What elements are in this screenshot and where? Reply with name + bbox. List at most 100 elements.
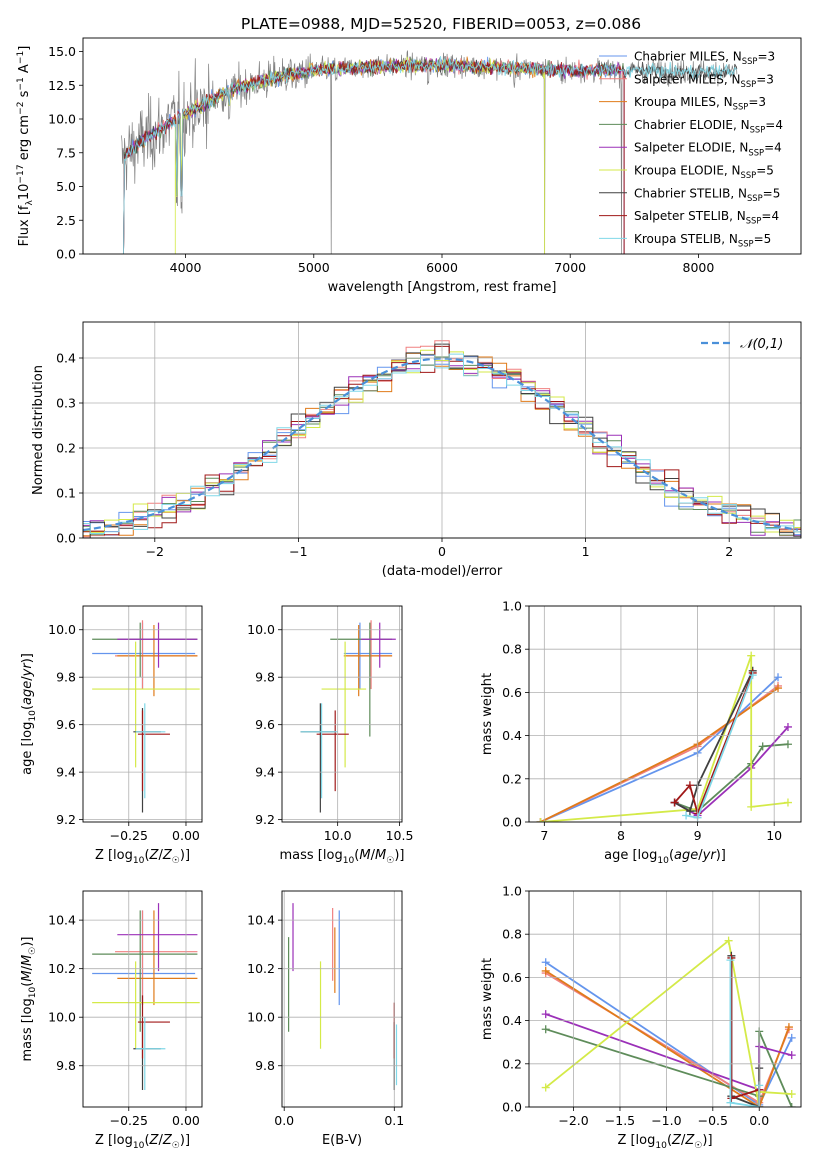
axes-frame xyxy=(281,605,403,823)
x-tick-label: −0.5 xyxy=(698,1113,728,1128)
weight-marker-chabrier-miles xyxy=(774,673,783,682)
text-span: / xyxy=(158,848,163,863)
y-axis-label: Normed distribution xyxy=(31,365,46,495)
text-span: M xyxy=(375,848,386,863)
legend-label: Salpeter ELODIE, NSSP=4 xyxy=(634,141,782,158)
y-tick-label: 9.8 xyxy=(255,670,275,685)
text-span: =4 xyxy=(761,209,779,223)
text-span: Z [log xyxy=(95,1133,133,1148)
panel-mass-vs-Z: −0.25 0.009.810.010.210.4Z [log10(Z/Z☉)]m… xyxy=(20,890,203,1151)
legend-label: Salpeter MILES, NSSP=3 xyxy=(634,72,774,89)
errorbar-salpeter-miles xyxy=(115,620,198,690)
x-tick-label: 10 xyxy=(766,828,782,843)
x-axis-label: mass [log10(M/M☉)] xyxy=(280,848,405,866)
text-span: Z xyxy=(671,1133,682,1148)
text-span: Kroupa STELIB, N xyxy=(634,232,738,246)
y-tick-label: 2.5 xyxy=(56,213,76,228)
errorbar-chabrier-elodie xyxy=(92,910,198,1032)
x-tick-label: 0.00 xyxy=(172,828,200,843)
text-span: M xyxy=(359,848,370,863)
text-span: yr xyxy=(20,662,35,678)
errorbar-kroupa-miles xyxy=(343,624,393,697)
y-tick-label: 7.5 xyxy=(56,145,76,160)
text-span: )] xyxy=(716,848,726,863)
axes-frame xyxy=(528,890,802,1108)
text-span: Z xyxy=(149,1133,160,1148)
weight-line-chabrier-elodie xyxy=(674,743,789,813)
x-tick-label: 0.1 xyxy=(384,1113,404,1128)
text-span: 10 xyxy=(28,710,38,722)
model-spectrum-salpeter-miles xyxy=(121,56,625,254)
y-tick-label: 0.0 xyxy=(56,531,76,546)
text-span: Z xyxy=(149,848,160,863)
weight-marker-chabrier-miles xyxy=(541,958,550,967)
legend-label: Chabrier MILES, NSSP=3 xyxy=(634,50,775,67)
text-span: SSP xyxy=(741,170,757,180)
y-tick-label: 9.6 xyxy=(255,717,275,732)
x-tick-label: 5000 xyxy=(298,260,330,275)
errorbar-kroupa-miles xyxy=(117,910,198,1006)
x-tick-label: 10.0 xyxy=(324,828,352,843)
weight-line-chabrier-elodie xyxy=(545,1028,793,1107)
text-span: SSP xyxy=(738,239,754,249)
x-tick-label: 1 xyxy=(582,544,590,559)
text-span: SSP xyxy=(746,216,762,226)
observed-spectrum-line xyxy=(121,49,738,254)
panel-age-vs-Z: −0.25 0.009.29.49.69.810.0Z [log10(Z/Z☉)]… xyxy=(20,605,203,866)
weight-marker-kroupa-stelib xyxy=(682,811,691,820)
errorbar-chabrier-miles xyxy=(92,910,196,1006)
y-tick-label: 0.0 xyxy=(502,1100,522,1115)
y-axis-label: mass weight xyxy=(480,958,495,1040)
errorbar-kroupa-stelib xyxy=(135,703,166,799)
text-span: Z xyxy=(162,848,173,863)
legend-label: Kroupa STELIB, NSSP=5 xyxy=(634,232,771,249)
plot-area xyxy=(121,49,738,254)
weight-marker-chabrier-stelib xyxy=(685,807,694,816)
plot-area xyxy=(288,903,398,1091)
y-tick-label: 0.6 xyxy=(502,685,522,700)
text-span: M xyxy=(20,955,35,966)
text-span: yr xyxy=(702,848,718,863)
text-span: / xyxy=(681,1133,686,1148)
text-span: M xyxy=(20,970,35,981)
text-span: )] xyxy=(702,1133,712,1148)
text-span: / xyxy=(158,1133,163,1148)
weight-marker-salpeter-stelib xyxy=(727,1094,736,1103)
text-span: 10 xyxy=(657,856,669,866)
axes-frame xyxy=(281,890,403,1108)
weight-marker-chabrier-elodie xyxy=(787,1103,796,1107)
x-axis-label: wavelength [Angstrom, rest frame] xyxy=(328,280,557,295)
text-span: =5 xyxy=(756,164,774,178)
text-span: ☉ xyxy=(172,1141,180,1151)
panel-residuals: 𝒩(0,1) −2 −1 0 1 2 0.0 0.1 0.2 0.3 0.4 (data-model)… xyxy=(31,321,802,579)
errorbar-salpeter-elodie xyxy=(117,903,198,972)
text-span: )] xyxy=(394,848,404,863)
weight-line-kroupa-miles xyxy=(545,970,790,1107)
text-span: 10 xyxy=(655,1141,667,1151)
text-span: ( xyxy=(144,1133,149,1148)
text-span: )] xyxy=(180,1133,190,1148)
errorbar-kroupa-stelib xyxy=(135,1017,166,1091)
y-tick-label: 5.0 xyxy=(56,179,76,194)
text-span: ( xyxy=(354,848,359,863)
y-tick-label: 0.2 xyxy=(502,771,522,786)
errorbar-kroupa-elodie xyxy=(321,641,367,768)
y-tick-label: 0.0 xyxy=(56,247,76,262)
text-span: −1 xyxy=(16,77,26,90)
weight-marker-kroupa-miles xyxy=(784,1023,793,1032)
errorbar-chabrier-stelib xyxy=(300,703,336,813)
panel-mass-vs-EBV: 0.0 0.1 9.8 10.0 10.2 10.4 E(B-V) xyxy=(247,890,404,1148)
x-tick-label: 6000 xyxy=(426,260,458,275)
model-spectrum-chabrier-elodie xyxy=(121,56,625,254)
weight-marker-kroupa-stelib xyxy=(726,1098,735,1107)
weight-line-kroupa-elodie xyxy=(545,939,792,1107)
x-tick-label: 10.5 xyxy=(386,828,414,843)
y-tick-label: 0.0 xyxy=(502,815,522,830)
y-tick-label: 15.0 xyxy=(48,44,76,59)
x-axis-label: age [log10(age/yr)] xyxy=(604,848,726,866)
weight-marker-kroupa-elodie xyxy=(783,798,792,807)
text-span: ( xyxy=(144,848,149,863)
plot-area xyxy=(536,651,792,822)
text-span: SSP xyxy=(750,125,766,135)
